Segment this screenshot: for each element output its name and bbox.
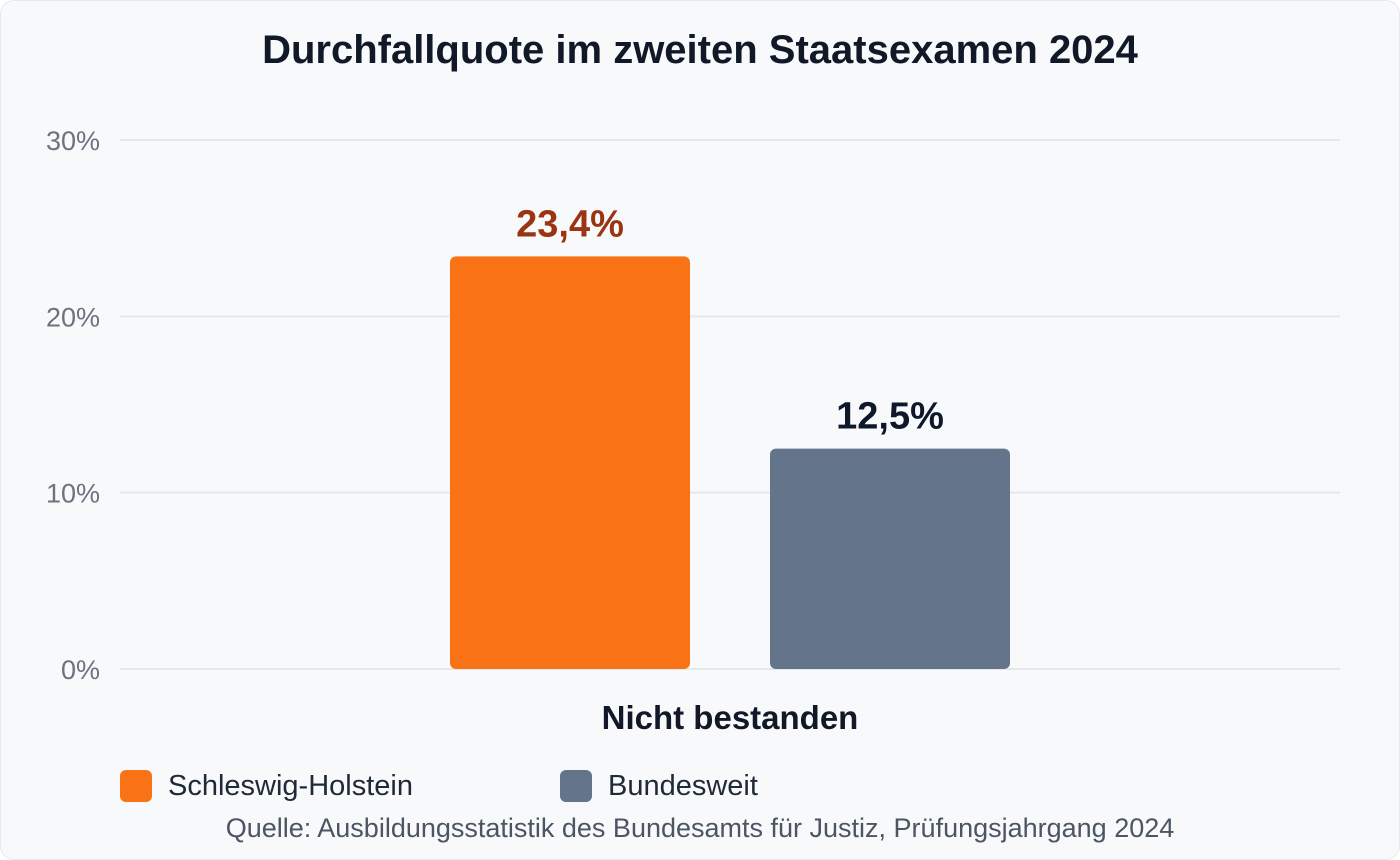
y-tick-label: 10% [46, 479, 100, 509]
source-note: Quelle: Ausbildungsstatistik des Bundesa… [225, 813, 1175, 843]
data-label-bundesweit: 12,5% [836, 396, 944, 438]
y-tick-label: 0% [61, 655, 100, 685]
gridlines: 0% 10% 20% 30% [46, 126, 1340, 685]
legend-label-schleswig-holstein: Schleswig-Holstein [168, 769, 413, 802]
y-tick-label: 20% [46, 302, 100, 332]
legend-item-schleswig-holstein: Schleswig-Holstein [120, 768, 413, 804]
bar-schleswig-holstein [450, 256, 690, 669]
bars: 23,4% 12,5% [450, 203, 1010, 669]
legend-item-bundesweit: Bundesweit [560, 768, 758, 804]
y-tick-label: 30% [46, 126, 100, 156]
legend-swatch-bundesweit [560, 770, 592, 802]
data-label-schleswig-holstein: 23,4% [516, 203, 624, 245]
legend-swatch-schleswig-holstein [120, 770, 152, 802]
x-category-label: Nicht bestanden [602, 699, 859, 736]
legend-label-bundesweit: Bundesweit [608, 769, 758, 802]
chart-title: Durchfallquote im zweiten Staatsexamen 2… [262, 28, 1138, 72]
bar-bundesweit [770, 448, 1010, 669]
